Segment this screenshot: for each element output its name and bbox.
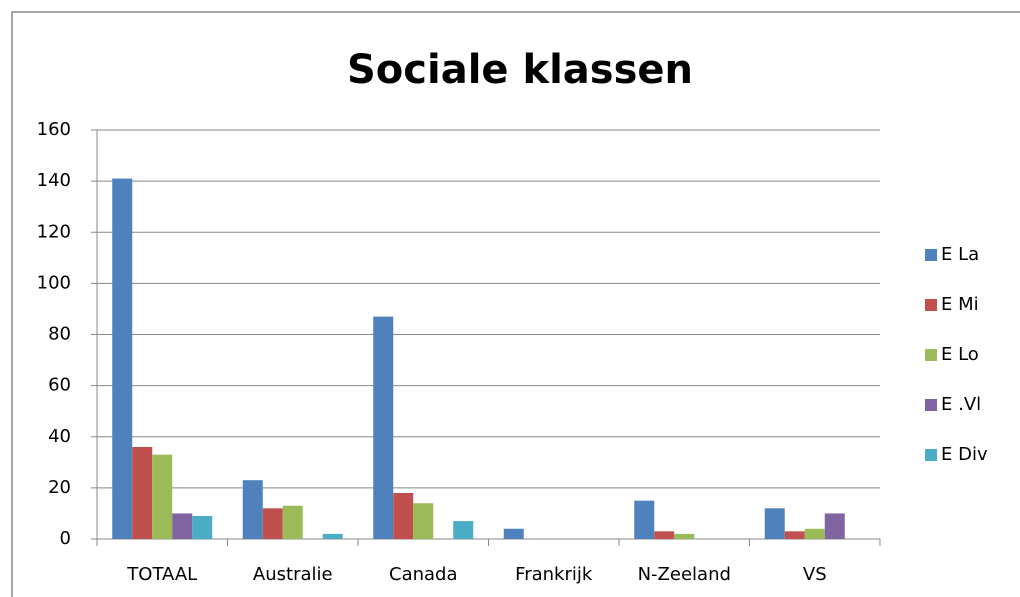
y-tick-label: 40 <box>48 426 71 447</box>
x-tick-label: VS <box>803 564 827 585</box>
bar <box>674 533 695 539</box>
y-tick-label: 140 <box>37 170 71 191</box>
legend-swatch <box>925 249 937 261</box>
chart-border <box>11 11 1020 597</box>
bar <box>192 515 213 539</box>
bar <box>112 178 133 539</box>
legend-label: E .Vl <box>941 394 981 415</box>
bar <box>152 454 173 539</box>
bar <box>242 480 263 539</box>
legend-swatch <box>925 299 937 311</box>
x-tick-label: Frankrijk <box>515 564 593 585</box>
bar <box>282 505 303 539</box>
bar <box>764 508 785 539</box>
y-tick-label: 160 <box>37 119 71 140</box>
legend-swatch <box>925 399 937 411</box>
x-tick-label: TOTAAL <box>126 564 197 585</box>
bar <box>262 508 283 539</box>
bar <box>654 531 675 539</box>
bar <box>393 492 414 539</box>
legend-label: E La <box>941 244 979 265</box>
bar <box>824 513 845 539</box>
y-tick-label: 120 <box>37 221 71 242</box>
legend-label: E Div <box>941 444 988 465</box>
bar <box>634 500 655 539</box>
y-tick-label: 100 <box>37 272 71 293</box>
bar <box>132 446 153 539</box>
bar <box>373 316 394 539</box>
bar <box>172 513 193 539</box>
x-tick-label: Canada <box>389 564 458 585</box>
legend-label: E Lo <box>941 344 979 365</box>
bar <box>784 531 805 539</box>
bar <box>503 528 524 539</box>
bar <box>804 528 825 539</box>
bar <box>453 521 474 539</box>
y-tick-label: 20 <box>48 477 71 498</box>
bar <box>322 533 343 539</box>
y-tick-label: 0 <box>60 528 71 549</box>
legend-label: E Mi <box>941 294 979 315</box>
x-tick-label: Australie <box>253 564 333 585</box>
y-tick-label: 60 <box>48 375 71 396</box>
chart-title: Sociale klassen <box>347 47 693 93</box>
y-tick-label: 80 <box>48 324 71 345</box>
bar <box>413 503 434 539</box>
legend-swatch <box>925 349 937 361</box>
x-tick-label: N-Zeeland <box>638 564 731 585</box>
legend-swatch <box>925 449 937 461</box>
